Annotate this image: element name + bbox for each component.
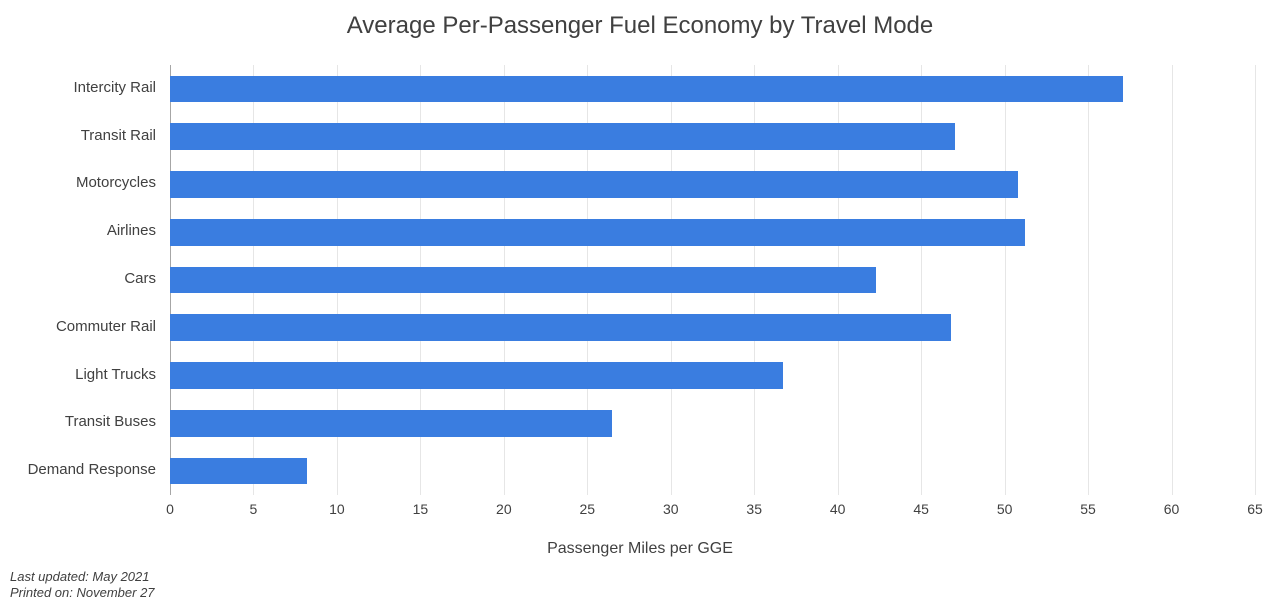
x-tick-label: 5 <box>250 501 258 517</box>
x-tick-label: 15 <box>413 501 429 517</box>
bar <box>170 76 1123 103</box>
x-tick-label: 10 <box>329 501 345 517</box>
x-tick-label: 0 <box>166 501 174 517</box>
y-tick-label: Transit Rail <box>0 127 156 144</box>
bar <box>170 314 951 341</box>
x-tick-label: 25 <box>580 501 596 517</box>
bar <box>170 267 876 294</box>
gridline <box>1005 65 1006 495</box>
x-tick-label: 30 <box>663 501 679 517</box>
y-tick-label: Demand Response <box>0 461 156 478</box>
y-tick-label: Commuter Rail <box>0 318 156 335</box>
y-tick-label: Cars <box>0 270 156 287</box>
x-tick-label: 65 <box>1247 501 1263 517</box>
chart-container: Average Per-Passenger Fuel Economy by Tr… <box>0 0 1280 603</box>
plot-area <box>170 65 1255 495</box>
x-tick-label: 55 <box>1080 501 1096 517</box>
gridline <box>1088 65 1089 495</box>
gridline <box>1255 65 1256 495</box>
bar <box>170 171 1018 198</box>
bar <box>170 458 307 485</box>
x-tick-label: 35 <box>746 501 762 517</box>
y-tick-label: Airlines <box>0 222 156 239</box>
x-tick-label: 20 <box>496 501 512 517</box>
bar <box>170 123 955 150</box>
gridline <box>1172 65 1173 495</box>
x-axis-title: Passenger Miles per GGE <box>0 540 1280 558</box>
y-tick-label: Intercity Rail <box>0 79 156 96</box>
x-tick-label: 40 <box>830 501 846 517</box>
footer-updated: Last updated: May 2021 <box>10 569 155 585</box>
y-tick-label: Light Trucks <box>0 366 156 383</box>
x-tick-label: 45 <box>913 501 929 517</box>
y-tick-label: Motorcycles <box>0 174 156 191</box>
y-tick-label: Transit Buses <box>0 413 156 430</box>
x-tick-label: 60 <box>1164 501 1180 517</box>
footer-printed: Printed on: November 27 <box>10 585 155 601</box>
bar <box>170 410 612 437</box>
bar <box>170 362 783 389</box>
bar <box>170 219 1025 246</box>
chart-footer: Last updated: May 2021 Printed on: Novem… <box>10 569 155 602</box>
chart-title: Average Per-Passenger Fuel Economy by Tr… <box>0 12 1280 40</box>
x-tick-label: 50 <box>997 501 1013 517</box>
